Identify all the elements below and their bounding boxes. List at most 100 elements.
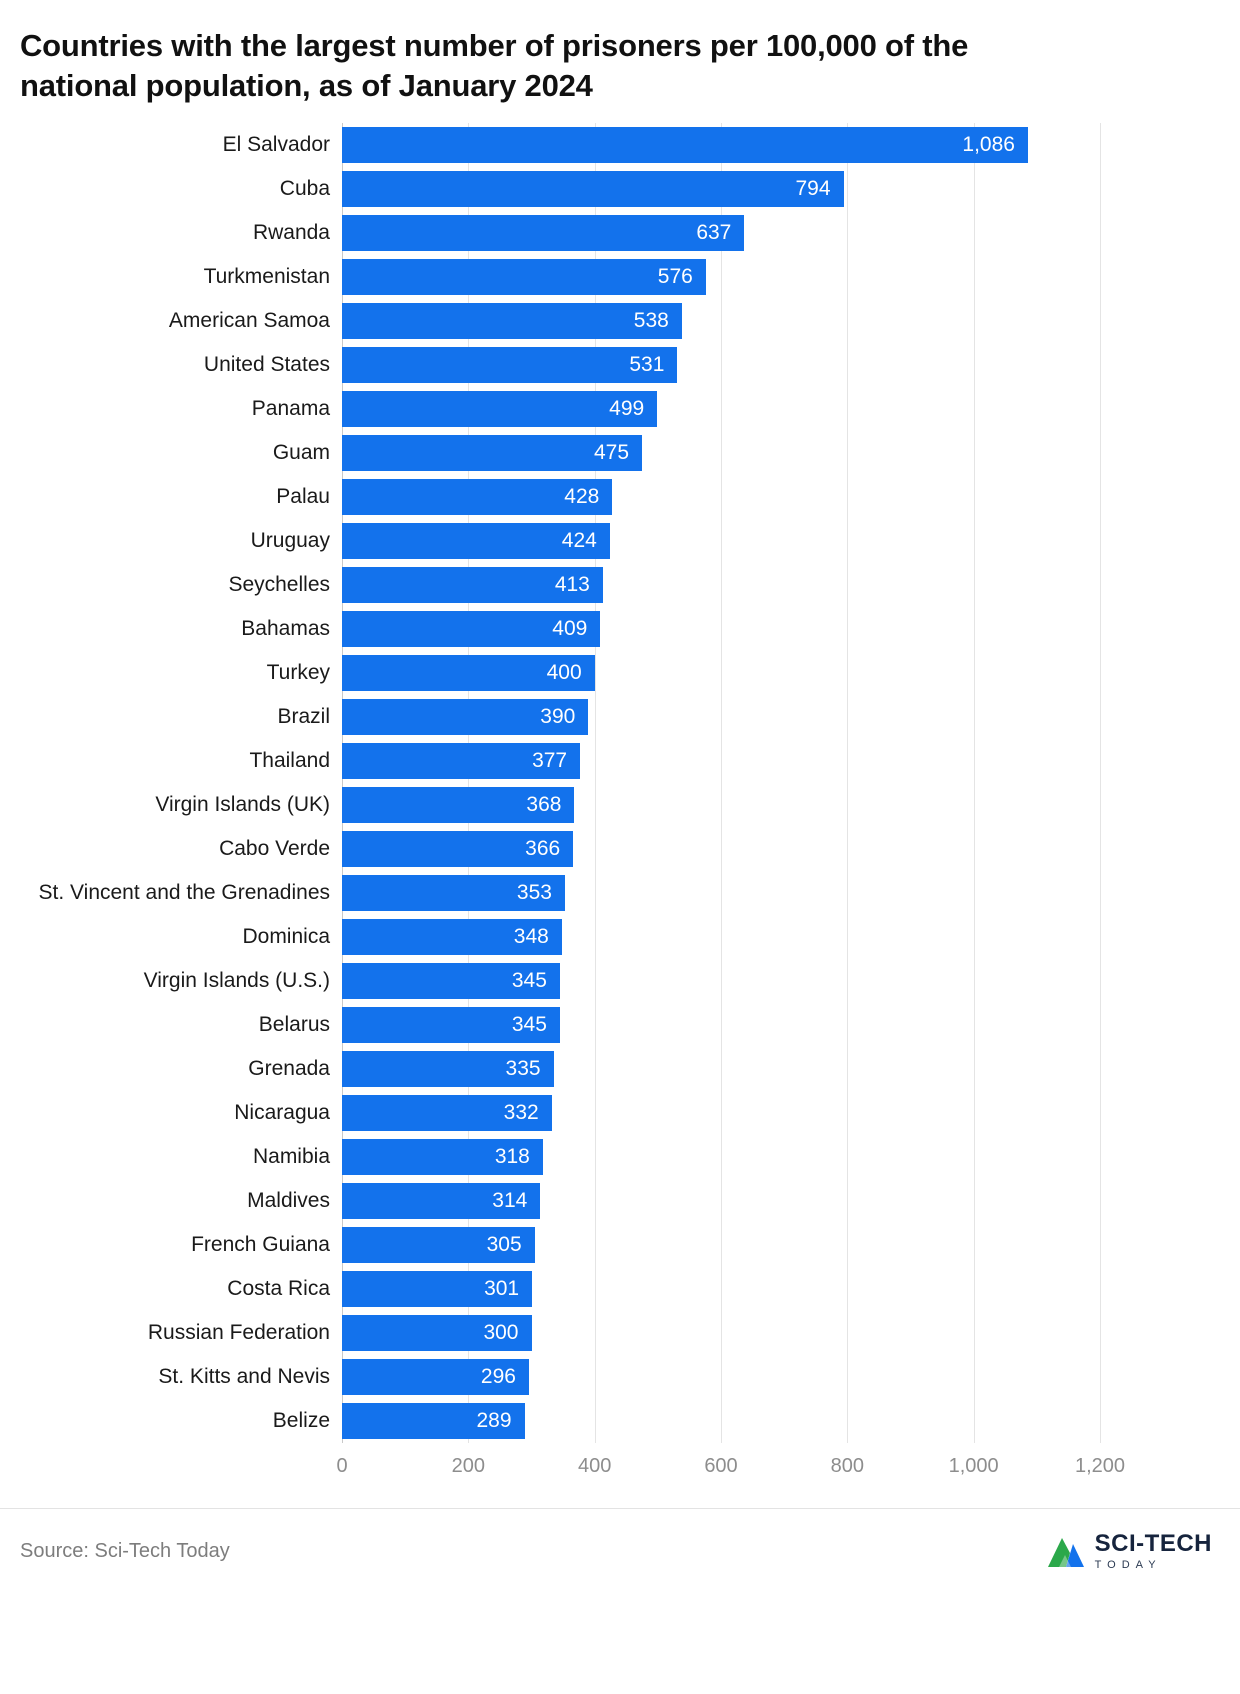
bar: 428 (342, 479, 613, 516)
bar: 289 (342, 1403, 525, 1440)
bar-row: Seychelles 413 (20, 563, 1100, 607)
value-label: 335 (505, 1057, 541, 1081)
bar-track: 531 (342, 347, 1100, 384)
bar: 332 (342, 1095, 552, 1132)
chart-title: Countries with the largest number of pri… (20, 28, 969, 103)
bar-track: 413 (342, 567, 1100, 604)
bar-row: Cabo Verde 366 (20, 827, 1100, 871)
category-label: Turkey (266, 661, 330, 685)
value-label: 348 (513, 925, 549, 949)
category-label: Turkmenistan (203, 265, 330, 289)
bar: 335 (342, 1051, 554, 1088)
category-label: Maldives (247, 1189, 330, 1213)
category-label: Russian Federation (147, 1321, 330, 1345)
value-label: 531 (629, 353, 665, 377)
category-label: French Guiana (191, 1233, 330, 1257)
x-tick-label: 600 (704, 1455, 738, 1478)
bar-track: 332 (342, 1095, 1100, 1132)
category-label: Costa Rica (227, 1277, 330, 1301)
bar-track: 305 (342, 1227, 1100, 1264)
bar-row: Brazil 390 (20, 695, 1100, 739)
bar: 531 (342, 347, 678, 384)
bar-row: Belize 289 (20, 1399, 1100, 1443)
bar-track: 424 (342, 523, 1100, 560)
value-label: 318 (494, 1145, 530, 1169)
value-label: 424 (561, 529, 597, 553)
bar-row: Bahamas 409 (20, 607, 1100, 651)
bar-track: 409 (342, 611, 1100, 648)
bar: 390 (342, 699, 589, 736)
value-label: 314 (492, 1189, 528, 1213)
value-label: 345 (511, 1013, 547, 1037)
value-label: 289 (476, 1409, 512, 1433)
bar-track: 335 (342, 1051, 1100, 1088)
bar-row: Panama 499 (20, 387, 1100, 431)
category-label: Cabo Verde (219, 837, 330, 861)
bar-row: Nicaragua 332 (20, 1091, 1100, 1135)
bar-track: 377 (342, 743, 1100, 780)
category-label: Rwanda (252, 221, 330, 245)
bar: 409 (342, 611, 601, 648)
value-label: 353 (516, 881, 552, 905)
category-label: Uruguay (250, 529, 330, 553)
bar-row: Rwanda 637 (20, 211, 1100, 255)
value-label: 301 (484, 1277, 520, 1301)
category-label: Virgin Islands (U.S.) (143, 969, 330, 993)
category-label: Belarus (258, 1013, 330, 1037)
bar-track: 300 (342, 1315, 1100, 1352)
logo-text: SCI-TECH TODAY (1095, 1531, 1212, 1571)
value-label: 475 (593, 441, 630, 465)
bar-track: 353 (342, 875, 1100, 912)
bar-row: Thailand 377 (20, 739, 1100, 783)
bar-row: American Samoa 538 (20, 299, 1100, 343)
bar-track: 1,086 (342, 127, 1100, 164)
bar-row: Namibia 318 (20, 1135, 1100, 1179)
gridline (1100, 123, 1101, 1444)
bar-track: 475 (342, 435, 1100, 472)
bar-row: St. Vincent and the Grenadines 353 (20, 871, 1100, 915)
bar-row: Grenada 335 (20, 1047, 1100, 1091)
category-label: Virgin Islands (UK) (155, 793, 330, 817)
bar: 475 (342, 435, 643, 472)
value-label: 296 (480, 1365, 516, 1389)
bar: 424 (342, 523, 610, 560)
x-tick-label: 200 (451, 1455, 486, 1478)
category-label: Namibia (252, 1145, 330, 1169)
x-tick-label: 800 (830, 1455, 865, 1478)
x-axis: 0 200 400 600 800 1,000 1,200 (336, 1443, 1125, 1489)
bar-row: Palau 428 (20, 475, 1100, 519)
category-label: Brazil (277, 705, 330, 729)
bar-rows: El Salvador 1,086 Cuba 794 Rwanda 637 Turkmeni… (20, 123, 1100, 1443)
bar: 296 (342, 1359, 529, 1396)
category-label: United States (203, 353, 330, 377)
bar-row: French Guiana 305 (20, 1223, 1100, 1267)
bar: 538 (342, 303, 682, 340)
bar-row: Cuba 794 (20, 167, 1100, 211)
bar: 368 (342, 787, 575, 824)
category-label: Dominica (242, 925, 330, 949)
category-label: Cuba (279, 177, 330, 201)
bar-row: Turkmenistan 576 (20, 255, 1100, 299)
bar: 794 (342, 171, 844, 208)
value-label: 300 (483, 1321, 519, 1345)
bar-row: St. Kitts and Nevis 296 (20, 1355, 1100, 1399)
bar-row: Uruguay 424 (20, 519, 1100, 563)
bar-track: 390 (342, 699, 1100, 736)
plot-area: El Salvador 1,086 Cuba 794 Rwanda 637 Turkmeni… (20, 123, 1101, 1444)
category-label: Guam (272, 441, 330, 465)
bar: 345 (342, 963, 560, 1000)
value-label: 390 (540, 705, 576, 729)
x-tick-label: 1,000 (948, 1455, 999, 1478)
bar-row: Belarus 345 (20, 1003, 1100, 1047)
category-label: El Salvador (222, 133, 330, 157)
scitech-logo: SCI-TECH TODAY (1045, 1531, 1212, 1571)
value-label: 366 (525, 837, 561, 861)
value-label: 1,086 (962, 133, 1015, 157)
bar-track: 345 (342, 1007, 1100, 1044)
bar-track: 314 (342, 1183, 1100, 1220)
value-label: 499 (609, 397, 645, 421)
value-label: 377 (532, 749, 568, 773)
category-label: Bahamas (241, 617, 330, 641)
category-label: Seychelles (228, 573, 330, 597)
